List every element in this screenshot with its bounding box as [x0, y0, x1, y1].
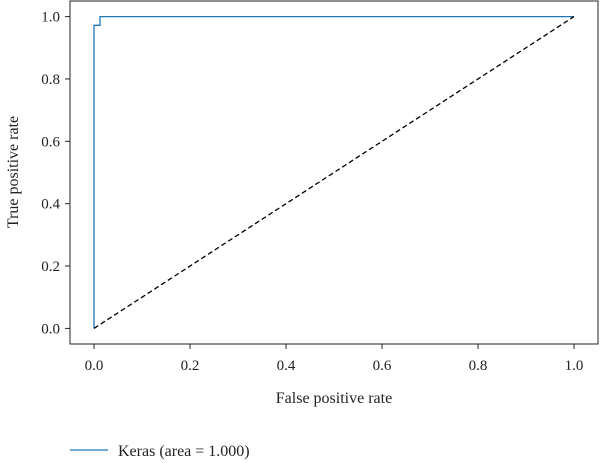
- series-layer: [93, 15, 575, 329]
- y-tick-label: 0.6: [41, 134, 60, 150]
- legend: Keras (area = 1.000): [70, 443, 250, 460]
- legend-entry-keras: Keras (area = 1.000): [118, 443, 250, 460]
- plot-frame: [69, 0, 599, 345]
- y-axis-ticks: 0.0 0.2 0.4 0.6 0.8 1.0: [41, 10, 70, 337]
- y-tick-label: 0.2: [41, 259, 60, 275]
- y-tick-label: 0.4: [41, 197, 60, 213]
- x-axis-ticks: 0.0 0.2 0.4 0.6 0.8 1.0: [85, 344, 584, 374]
- y-axis-label: True positive rate: [5, 116, 22, 228]
- chance-diagonal: [93, 16, 575, 329]
- x-tick-label: 0.4: [277, 358, 296, 374]
- y-tick-label: 0.0: [41, 321, 60, 337]
- y-tick-label: 0.8: [41, 72, 60, 88]
- x-tick-label: 0.6: [373, 358, 392, 374]
- x-tick-label: 0.0: [85, 358, 104, 374]
- x-tick-label: 0.8: [469, 358, 488, 374]
- x-tick-label: 0.2: [181, 358, 200, 374]
- roc-curve-keras: [93, 15, 574, 329]
- x-axis-label: False positive rate: [276, 390, 392, 407]
- y-tick-label: 1.0: [41, 10, 60, 26]
- x-tick-label: 1.0: [565, 358, 584, 374]
